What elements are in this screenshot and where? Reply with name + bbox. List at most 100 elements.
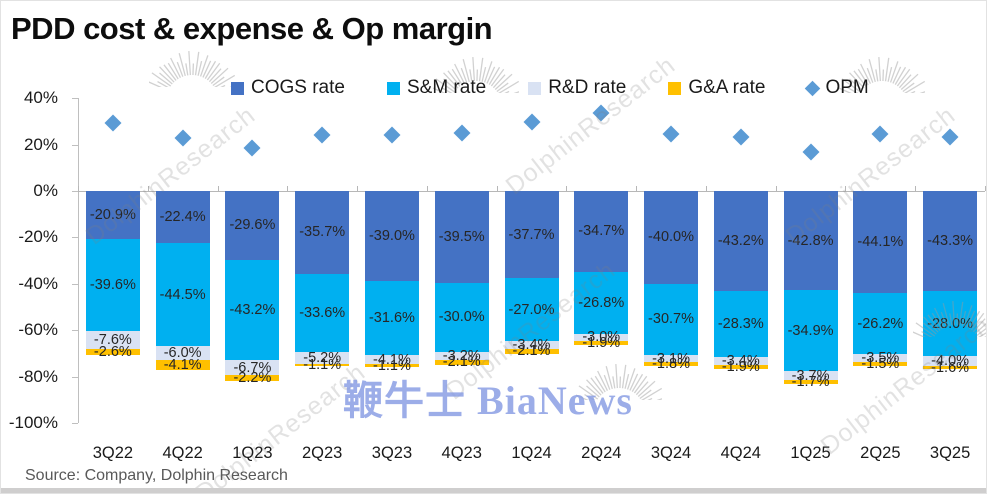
- bar-label-rd: -3.1%: [652, 350, 690, 367]
- bar-label-ga: -2.2%: [233, 369, 272, 386]
- legend-item-sm: S&M rate: [386, 77, 486, 99]
- y-axis-line: [78, 98, 79, 423]
- x-axis-label: 2Q23: [302, 444, 343, 462]
- legend-item-ga: G&A rate: [668, 77, 765, 99]
- bar-segment-sm: [713, 291, 768, 357]
- legend-item-opm: OPM: [805, 77, 869, 99]
- legend-label-ga: G&A rate: [688, 77, 766, 98]
- opm-diamond: [313, 126, 331, 144]
- bar-segment-rd: [853, 354, 908, 363]
- bar-label-rd: -4.0%: [931, 352, 970, 369]
- bar-segment-ga: [364, 364, 419, 367]
- opm-diamond: [802, 143, 820, 161]
- x-axis-label: 3Q22: [92, 444, 134, 462]
- square-swatch-icon: [528, 81, 542, 95]
- bar-fan-logo-icon: [910, 273, 986, 344]
- bar-segment-sm: [434, 282, 489, 353]
- legend-label-rd: R&D rate: [548, 77, 627, 98]
- y-axis-tick: [72, 144, 78, 146]
- bar-label-rd: -3.2%: [442, 347, 481, 364]
- bar-segment-ga: [713, 364, 768, 370]
- bar-segment-ga: [504, 348, 559, 354]
- square-swatch-icon: [668, 81, 682, 95]
- bar-label-sm: -33.6%: [299, 304, 346, 321]
- bar-segment-rd: [364, 354, 419, 365]
- bar-label-ga: -2.6%: [93, 343, 132, 360]
- bar-label-sm: -26.2%: [857, 315, 904, 332]
- bar-segment-cogs: [713, 191, 768, 292]
- y-axis-label: -20%: [18, 227, 58, 247]
- category-boundary-tick: [636, 186, 638, 191]
- bar-segment-cogs: [644, 191, 699, 284]
- y-axis-tick: [72, 98, 78, 100]
- x-axis-label: 3Q25: [929, 444, 971, 462]
- x-axis-label: 1Q23: [232, 444, 273, 462]
- source-note: Source: Company, Dolphin Research: [25, 467, 288, 484]
- bar-segment-ga: [783, 379, 838, 384]
- category-boundary-tick: [287, 186, 289, 191]
- y-axis-tick: [72, 423, 78, 424]
- bar-label-ga: -2.1%: [442, 353, 481, 370]
- bar-segment-ga: [644, 362, 699, 367]
- x-axis-label: 2Q25: [860, 444, 901, 462]
- y-axis-label: -100%: [8, 413, 58, 432]
- x-axis-label: 4Q23: [441, 444, 482, 462]
- x-axis-label: 2Q24: [581, 444, 622, 462]
- bar-label-sm: -26.8%: [578, 294, 625, 311]
- bar-label-sm: -27.0%: [508, 301, 555, 318]
- bar-segment-sm: [574, 271, 629, 334]
- bar-segment-ga: [434, 359, 489, 365]
- bar-label-sm: -34.9%: [787, 322, 834, 339]
- bar-label-rd: -6.0%: [163, 344, 202, 361]
- category-boundary-tick: [985, 186, 986, 191]
- bar-label-ga: -4.1%: [163, 356, 202, 373]
- bar-label-cogs: -35.7%: [299, 224, 346, 241]
- bar-label-cogs: -29.6%: [229, 217, 276, 234]
- x-axis-label: 3Q24: [650, 444, 692, 462]
- x-axis-label: 1Q25: [790, 444, 831, 462]
- bar-fan-logo-icon: [146, 23, 240, 94]
- opm-diamond: [662, 125, 680, 143]
- bar-label-ga: -1.6%: [931, 359, 970, 376]
- bar-label-ga: -1.1%: [303, 356, 342, 373]
- bar-label-cogs: -39.0%: [368, 227, 415, 244]
- bar-label-ga: -1.5%: [861, 355, 900, 372]
- bar-segment-rd: [155, 346, 210, 361]
- bar-label-rd: -7.6%: [93, 331, 132, 348]
- bar-segment-rd: [713, 356, 768, 365]
- bianews-watermark: 鞭牛士 BiaNews: [343, 378, 633, 423]
- y-axis-label: -60%: [18, 320, 58, 340]
- legend-item-rd: R&D rate: [528, 77, 626, 99]
- bar-label-sm: -30.7%: [648, 311, 695, 328]
- category-boundary-tick: [496, 186, 498, 191]
- bar-segment-sm: [295, 273, 350, 352]
- opm-diamond: [243, 139, 261, 157]
- bar-segment-cogs: [155, 191, 210, 243]
- bar-label-ga: -1.9%: [721, 358, 760, 375]
- legend-item-cogs: COGS rate: [231, 77, 345, 99]
- y-axis-label: -40%: [18, 273, 58, 293]
- x-axis-label: 1Q24: [511, 444, 552, 462]
- bar-segment-sm: [85, 239, 140, 332]
- opm-diamond: [871, 125, 889, 143]
- bar-segment-ga: [853, 362, 908, 366]
- bar-label-sm: -44.5%: [159, 286, 206, 303]
- square-swatch-icon: [231, 81, 244, 95]
- bar-segment-ga: [155, 360, 210, 370]
- bar-segment-sm: [853, 293, 908, 355]
- opm-diamond: [523, 113, 540, 131]
- bar-segment-cogs: [295, 191, 350, 274]
- bar-segment-cogs: [853, 191, 908, 294]
- bar-segment-ga: [295, 363, 350, 367]
- bar-fan-logo-icon: [573, 336, 667, 407]
- bar-label-rd: -3.5%: [861, 349, 900, 366]
- opm-diamond: [104, 114, 122, 132]
- bar-label-ga: -1.1%: [373, 357, 411, 374]
- category-boundary-tick: [915, 186, 917, 191]
- bar-label-rd: -4.1%: [373, 351, 411, 368]
- x-axis-label: 4Q22: [162, 444, 203, 462]
- bar-segment-ga: [85, 348, 140, 356]
- bar-label-cogs: -34.7%: [578, 223, 625, 239]
- bar-segment-sm: [923, 291, 978, 357]
